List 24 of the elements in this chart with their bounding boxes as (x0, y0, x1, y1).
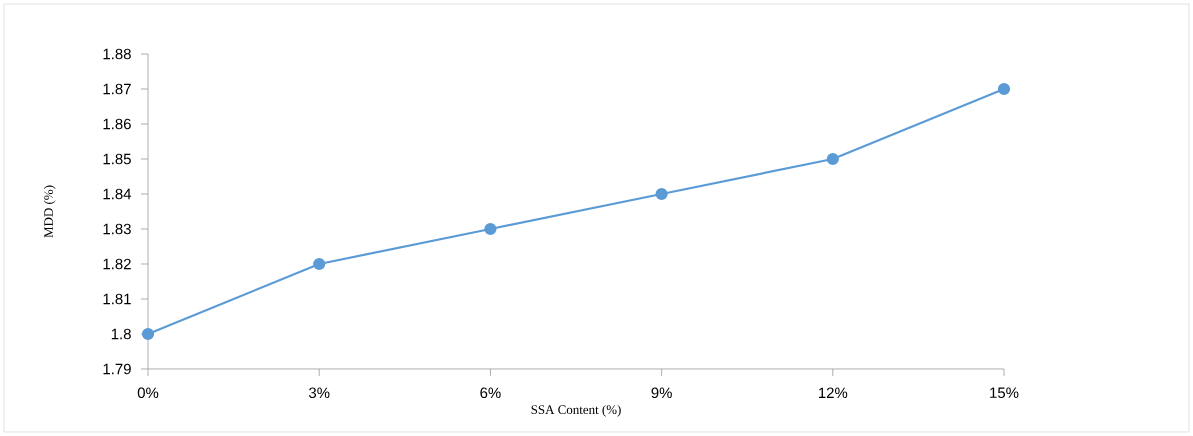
point (313, 257, 326, 271)
x-tick-label: 3% (308, 387, 330, 399)
y-tick-label: 1.88 (103, 48, 131, 60)
point (141, 327, 155, 341)
y-tick-label: 1.8 (111, 328, 131, 340)
x-tick-label: 15% (990, 387, 1019, 399)
x-tick-label: 0% (137, 387, 159, 399)
y-tick-label: 1.82 (103, 258, 131, 270)
x-axis-title: SSA Content (%) (531, 404, 621, 417)
y-tick-label: 1.84 (103, 188, 132, 200)
y-tick-label: 1.81 (103, 293, 131, 305)
y-tick-label: 1.79 (103, 363, 131, 375)
y-tick-label: 1.85 (103, 153, 131, 165)
x-tick-label: 6% (480, 387, 501, 399)
y-tick-label: 1.86 (103, 118, 131, 130)
y-axis-title: MDD (%) (43, 185, 56, 238)
y-tick-label: 1.83 (103, 223, 131, 235)
point (826, 152, 839, 166)
point (484, 222, 497, 236)
x-tick-label: 9% (651, 387, 672, 399)
x-tick-label: 12% (818, 387, 848, 399)
point (997, 82, 1011, 96)
point (655, 187, 668, 201)
y-tick-label: 1.87 (103, 83, 131, 95)
